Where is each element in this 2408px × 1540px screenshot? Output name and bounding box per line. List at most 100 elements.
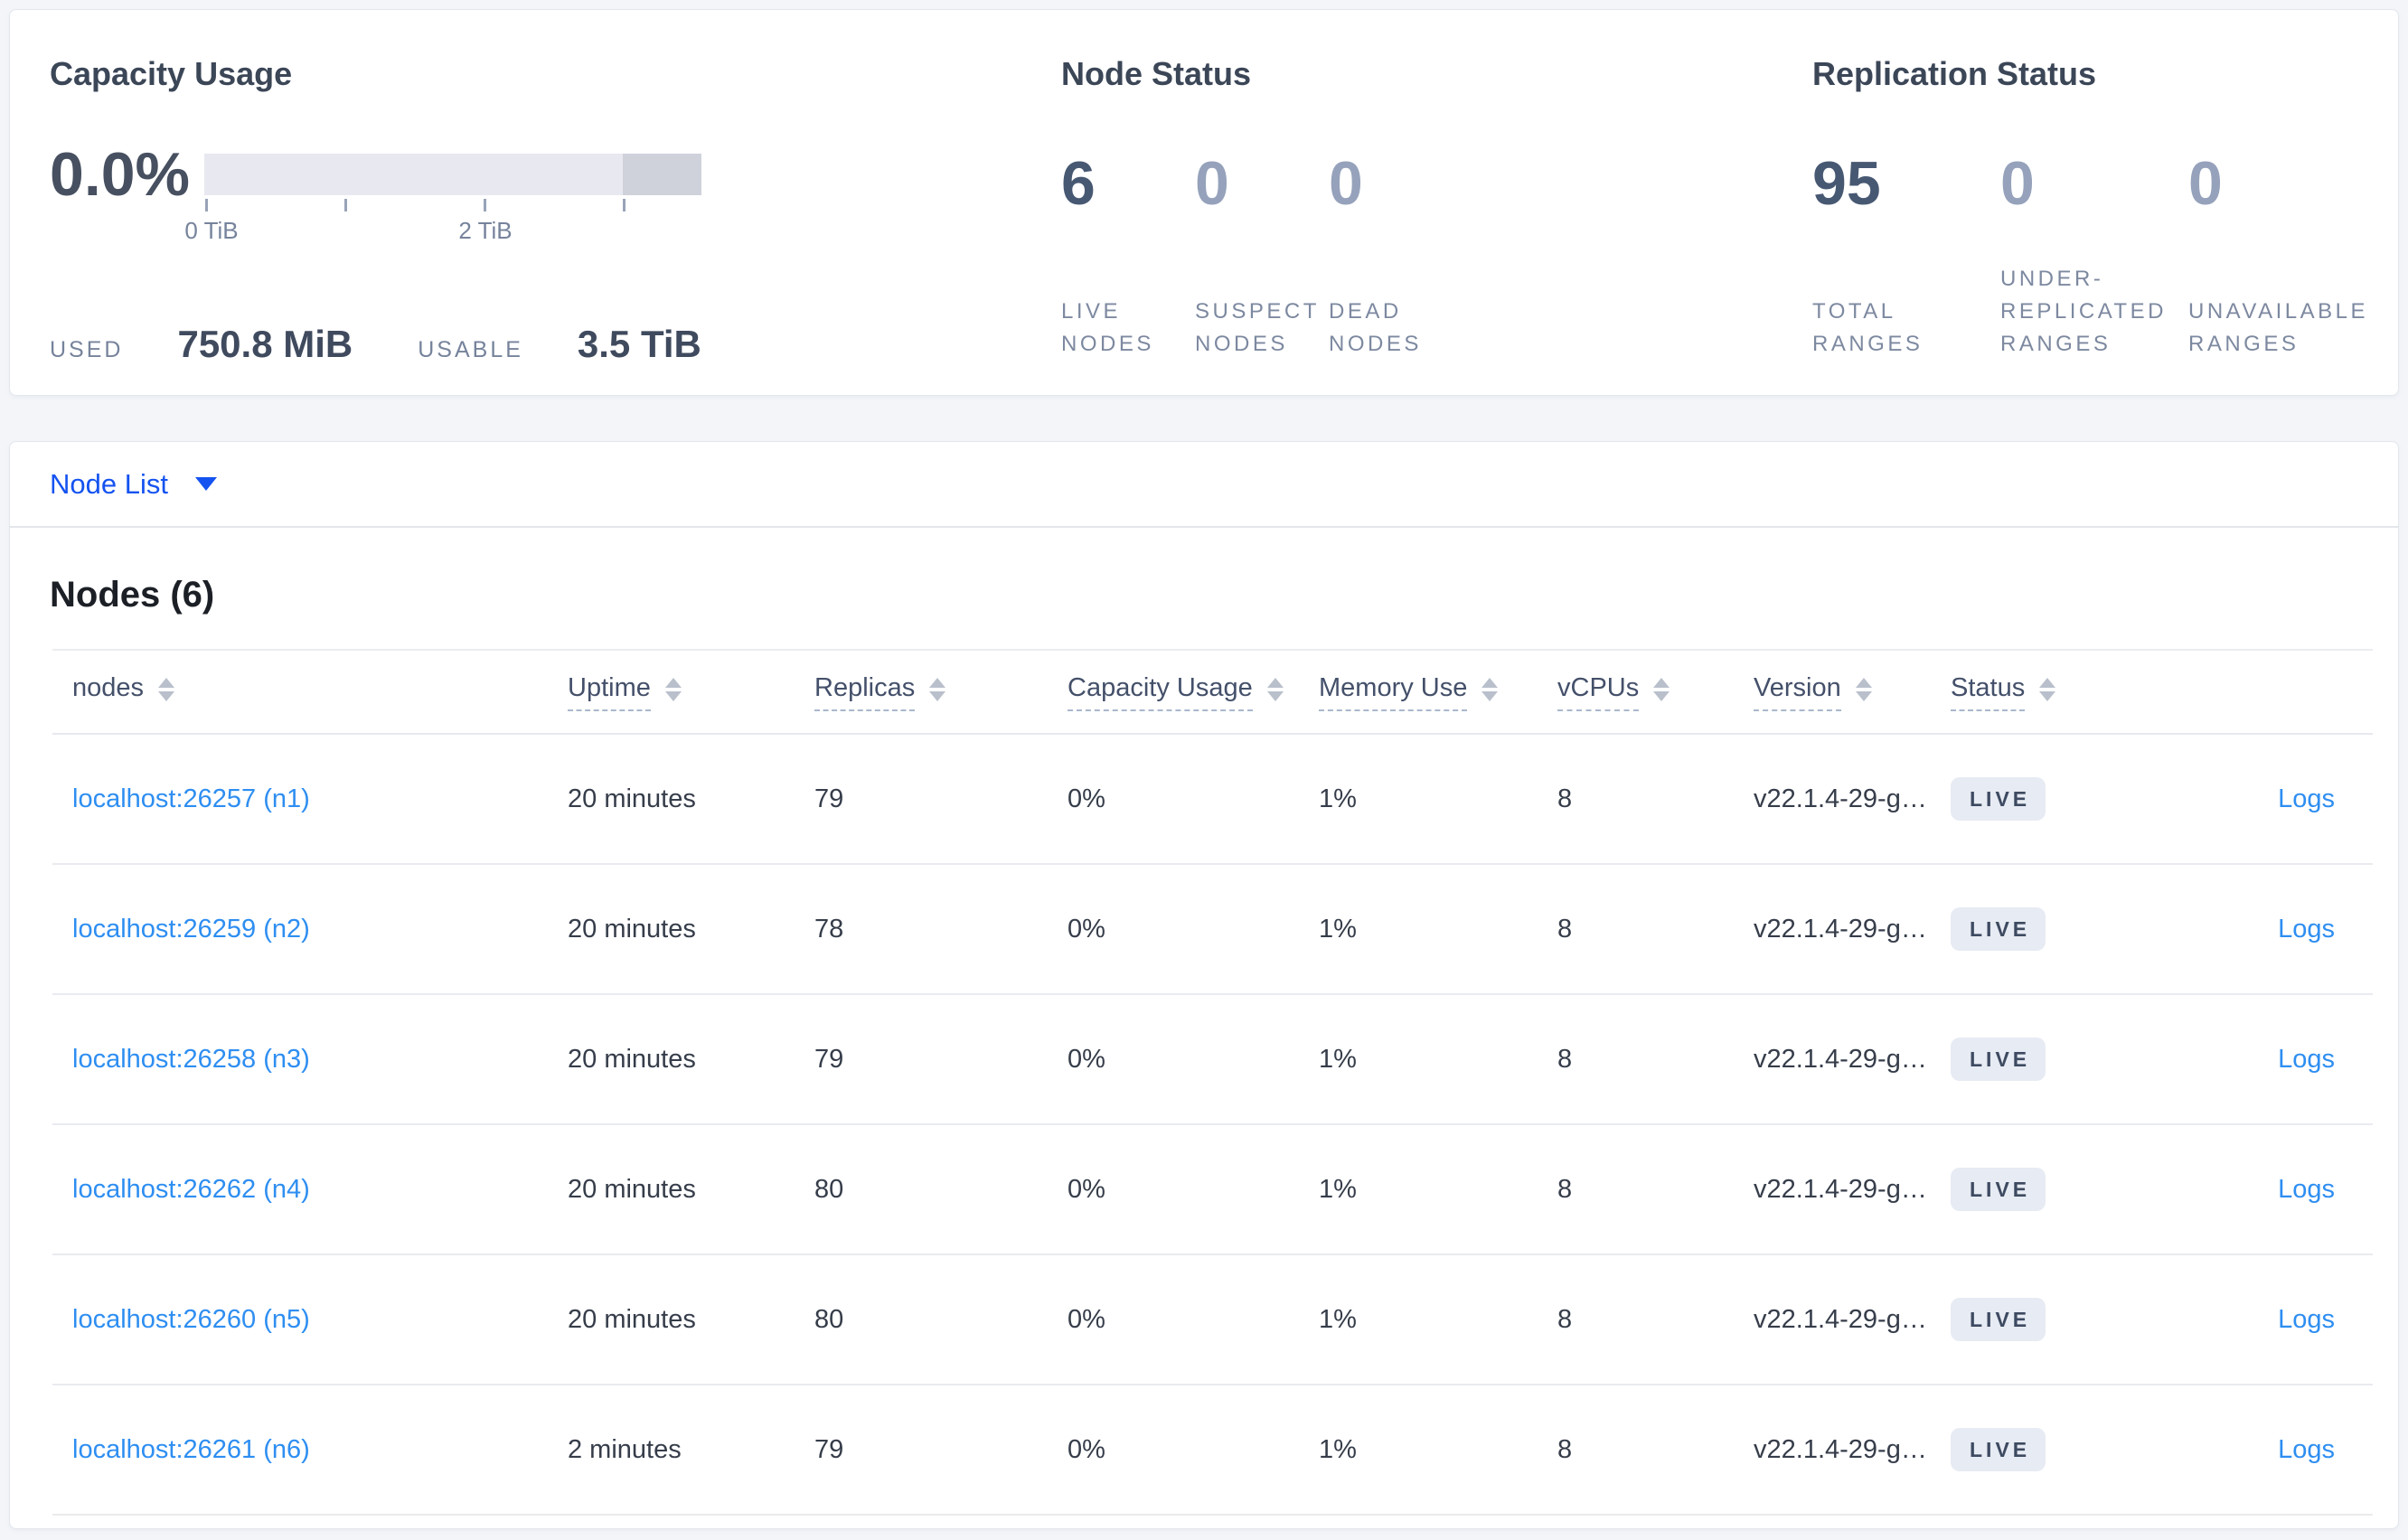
axis-tick bbox=[623, 199, 626, 211]
under-replicated-ranges-stat: 0 UNDER-REPLICATED RANGES bbox=[2000, 151, 2188, 361]
uptime-cell: 20 minutes bbox=[568, 1304, 696, 1334]
under-replicated-ranges-label: UNDER-REPLICATED RANGES bbox=[2000, 267, 2167, 356]
sort-icon bbox=[1855, 677, 1872, 701]
logs-link[interactable]: Logs bbox=[2278, 1174, 2335, 1204]
version-cell: v22.1.4-29-g… bbox=[1754, 1044, 1927, 1074]
node-link[interactable]: localhost:26260 (n5) bbox=[72, 1304, 310, 1334]
total-ranges-stat: 95 TOTAL RANGES bbox=[1812, 151, 2000, 361]
capacity-cell: 0% bbox=[1068, 784, 1105, 813]
column-header-replicas[interactable]: Replicas bbox=[814, 673, 1068, 711]
logs-link[interactable]: Logs bbox=[2278, 914, 2335, 944]
node-link[interactable]: localhost:26261 (n6) bbox=[72, 1434, 310, 1464]
node-link[interactable]: localhost:26259 (n2) bbox=[72, 914, 310, 944]
version-cell: v22.1.4-29-g… bbox=[1754, 914, 1927, 944]
logs-cell: Logs bbox=[2182, 1175, 2373, 1205]
version-cell: v22.1.4-29-g… bbox=[1754, 1304, 1927, 1334]
nodes-table: nodes Uptime Replicas Capacity Usage Mem… bbox=[52, 649, 2373, 1516]
uptime-cell: 20 minutes bbox=[568, 1174, 696, 1204]
nodes-table-title: Nodes (6) bbox=[50, 575, 215, 615]
under-replicated-ranges-value: 0 bbox=[2000, 149, 2035, 218]
dead-nodes-stat: 0 DEAD NODES bbox=[1329, 151, 1463, 361]
column-header-nodes[interactable]: nodes bbox=[52, 673, 568, 711]
logs-link[interactable]: Logs bbox=[2278, 1304, 2335, 1334]
memory-cell: 1% bbox=[1319, 1044, 1357, 1074]
node-link[interactable]: localhost:26262 (n4) bbox=[72, 1174, 310, 1204]
capacity-bar-track bbox=[204, 154, 701, 195]
total-ranges-label: TOTAL RANGES bbox=[1812, 299, 1924, 356]
memory-cell: 1% bbox=[1319, 1174, 1357, 1204]
table-row: localhost:26262 (n4) 20 minutes 80 0% 1%… bbox=[52, 1125, 2373, 1255]
capacity-usage-title: Capacity Usage bbox=[50, 55, 293, 92]
table-row: localhost:26257 (n1) 20 minutes 79 0% 1%… bbox=[52, 735, 2373, 865]
live-nodes-value: 6 bbox=[1061, 149, 1096, 218]
capacity-cell: 0% bbox=[1068, 1304, 1105, 1334]
version-cell: v22.1.4-29-g… bbox=[1754, 1174, 1927, 1204]
sort-icon bbox=[664, 677, 682, 701]
capacity-bar-reserved-segment bbox=[623, 154, 701, 195]
capacity-usage-bar: 0 TiB 2 TiB bbox=[184, 154, 701, 244]
status-badge: LIVE bbox=[1951, 777, 2046, 821]
version-cell: v22.1.4-29-g… bbox=[1754, 784, 1927, 813]
column-header-memory-use[interactable]: Memory Use bbox=[1319, 673, 1557, 711]
version-cell: v22.1.4-29-g… bbox=[1754, 1434, 1927, 1464]
capacity-percent-value: 0.0% bbox=[50, 140, 190, 209]
cluster-summary-card: Capacity Usage 0.0% 0 TiB 2 TiB USED 750… bbox=[9, 9, 2399, 396]
node-cell: localhost:26259 (n2) bbox=[52, 915, 568, 944]
node-list-dropdown[interactable]: Node List bbox=[50, 468, 217, 501]
table-row: localhost:26261 (n6) 2 minutes 79 0% 1% … bbox=[52, 1385, 2373, 1516]
uptime-cell: 2 minutes bbox=[568, 1434, 682, 1464]
view-selector-band: Node List bbox=[10, 442, 2398, 528]
replicas-cell: 79 bbox=[814, 1434, 844, 1464]
logs-link[interactable]: Logs bbox=[2278, 1434, 2335, 1464]
node-list-card: Node List Nodes (6) nodes Uptime Replica… bbox=[9, 441, 2399, 1529]
usable-value: 3.5 TiB bbox=[577, 323, 701, 365]
node-link[interactable]: localhost:26257 (n1) bbox=[72, 784, 310, 813]
logs-link[interactable]: Logs bbox=[2278, 784, 2335, 813]
node-cell: localhost:26258 (n3) bbox=[52, 1045, 568, 1075]
capacity-cell: 0% bbox=[1068, 914, 1105, 944]
axis-tick bbox=[344, 199, 347, 211]
column-header-capacity-usage[interactable]: Capacity Usage bbox=[1068, 673, 1319, 711]
logs-cell: Logs bbox=[2182, 1305, 2373, 1335]
capacity-cell: 0% bbox=[1068, 1044, 1105, 1074]
sort-icon bbox=[1481, 677, 1499, 701]
node-link[interactable]: localhost:26258 (n3) bbox=[72, 1044, 310, 1074]
capacity-cell: 0% bbox=[1068, 1174, 1105, 1204]
replication-status-panel: Replication Status 95 TOTAL RANGES 0 UND… bbox=[1812, 53, 2400, 361]
column-header-version[interactable]: Version bbox=[1754, 673, 1951, 711]
status-badge: LIVE bbox=[1951, 907, 2046, 951]
unavailable-ranges-label: UNAVAILABLE RANGES bbox=[2188, 299, 2369, 356]
table-row: localhost:26260 (n5) 20 minutes 80 0% 1%… bbox=[52, 1255, 2373, 1385]
column-header-status[interactable]: Status bbox=[1951, 673, 2182, 711]
node-cell: localhost:26260 (n5) bbox=[52, 1305, 568, 1335]
status-cell: LIVE bbox=[1951, 907, 2182, 951]
used-label: USED bbox=[50, 337, 124, 362]
nodes-table-header: nodes Uptime Replicas Capacity Usage Mem… bbox=[52, 649, 2373, 735]
capacity-usage-panel: Capacity Usage 0.0% 0 TiB 2 TiB USED 750… bbox=[50, 53, 755, 366]
status-badge: LIVE bbox=[1951, 1428, 2046, 1471]
nodes-table-body: localhost:26257 (n1) 20 minutes 79 0% 1%… bbox=[52, 735, 2373, 1516]
uptime-cell: 20 minutes bbox=[568, 914, 696, 944]
logs-cell: Logs bbox=[2182, 1045, 2373, 1075]
live-nodes-stat: 6 LIVE NODES bbox=[1061, 151, 1195, 361]
status-cell: LIVE bbox=[1951, 777, 2182, 821]
node-list-dropdown-label: Node List bbox=[50, 467, 168, 500]
suspect-nodes-stat: 0 SUSPECT NODES bbox=[1195, 151, 1329, 361]
column-header-uptime[interactable]: Uptime bbox=[568, 673, 814, 711]
caret-down-icon bbox=[194, 477, 217, 491]
axis-tick bbox=[484, 199, 486, 211]
replicas-cell: 80 bbox=[814, 1304, 844, 1334]
column-header-vcpus[interactable]: vCPUs bbox=[1557, 673, 1754, 711]
sort-icon bbox=[1653, 677, 1670, 701]
logs-link[interactable]: Logs bbox=[2278, 1044, 2335, 1074]
node-cell: localhost:26257 (n1) bbox=[52, 784, 568, 814]
memory-cell: 1% bbox=[1319, 1304, 1357, 1334]
vcpus-cell: 8 bbox=[1557, 784, 1573, 813]
status-badge: LIVE bbox=[1951, 1038, 2046, 1081]
status-cell: LIVE bbox=[1951, 1168, 2182, 1211]
vcpus-cell: 8 bbox=[1557, 1044, 1573, 1074]
suspect-nodes-value: 0 bbox=[1195, 149, 1229, 218]
memory-cell: 1% bbox=[1319, 784, 1357, 813]
sort-icon bbox=[1266, 677, 1284, 701]
table-row: localhost:26258 (n3) 20 minutes 79 0% 1%… bbox=[52, 995, 2373, 1125]
